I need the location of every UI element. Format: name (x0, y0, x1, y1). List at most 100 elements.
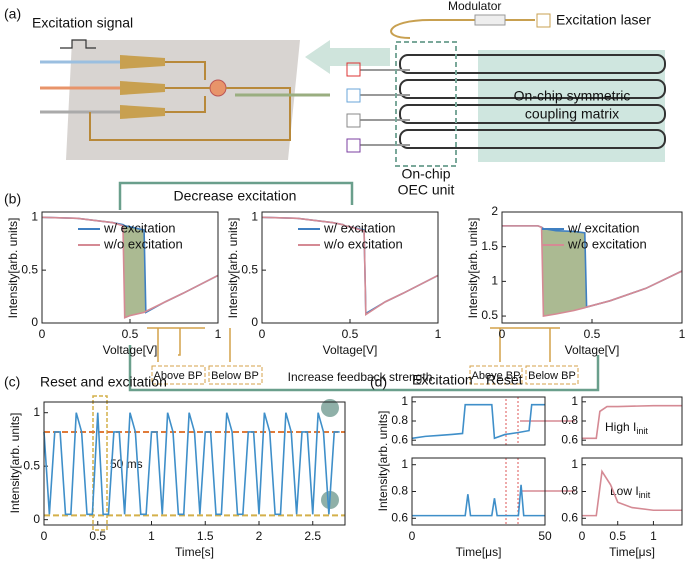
x-tick-label: 1 (215, 327, 222, 341)
shaded-region (502, 225, 682, 317)
neurons (120, 55, 165, 119)
y-tick-label: 0.6 (391, 432, 408, 446)
bp-box (151, 365, 206, 385)
detector (346, 138, 361, 153)
x-tick-label: 0 (579, 529, 586, 543)
plot-frame (43, 401, 346, 526)
arrow (118, 181, 354, 210)
chip-plate (66, 40, 300, 160)
y-tick-label: 0.8 (391, 413, 408, 427)
legend-label: w/o excitation (567, 236, 647, 251)
plot-frame (581, 396, 683, 446)
y-tick-label: 0.6 (561, 432, 578, 446)
y-tick-label: 0 (31, 315, 38, 329)
panel-a-diagram: (a) Excitation signal Modulator Excitati… (4, 0, 666, 198)
legend-label: w/ excitation (567, 220, 640, 235)
detector (346, 113, 361, 128)
label: Reset (486, 372, 523, 388)
panel-label: (b) (4, 191, 21, 207)
zoom-arrow (520, 420, 575, 492)
data-line (582, 404, 682, 440)
detector (346, 88, 361, 103)
y-tick-label: 0.5 (21, 262, 38, 276)
label: Above BP (472, 370, 521, 382)
bp-arrows (147, 327, 560, 362)
x-axis-label: Voltage[V] (323, 343, 378, 357)
label: coupling matrix (525, 106, 619, 122)
label: Modulator (448, 0, 501, 13)
bp-box (469, 365, 523, 385)
data-line (502, 225, 683, 318)
label: Excitation laser (556, 12, 651, 28)
x-tick-label: 1 (148, 529, 155, 543)
panel-label: (c) (4, 374, 20, 390)
label: Below BP (211, 370, 259, 382)
y-tick-label: 0.8 (391, 484, 408, 498)
oec-box (395, 41, 457, 167)
legend-label: w/o excitation (103, 236, 183, 251)
x-tick-label: 0 (259, 327, 266, 341)
annotation-text: High I (605, 420, 636, 434)
label: Above BP (154, 370, 203, 382)
x-axis-label: Time[μs] (609, 545, 655, 559)
label: OEC unit (398, 182, 455, 198)
pulse-icon (60, 39, 96, 49)
label: Excitation (412, 372, 473, 388)
label: Excitation signal (32, 15, 133, 31)
plot-frame (411, 457, 546, 526)
x-tick-label: 1 (679, 327, 685, 341)
annotation: Low Iinit (610, 484, 651, 500)
x-tick-label: 0.5 (89, 529, 106, 543)
panel-b-annotations: (b) Decrease excitation Increase feedbac… (4, 181, 600, 392)
x-axis-label: Time[s] (175, 545, 214, 559)
node (209, 79, 227, 97)
y-tick-label: 1 (571, 394, 578, 408)
label: Reset and excitation (40, 374, 167, 390)
y-tick-label: 1 (31, 209, 38, 223)
modulator-box (474, 14, 506, 26)
highlight-box (92, 395, 108, 531)
x-tick-label: 1 (650, 529, 657, 543)
shaded-region (42, 217, 218, 318)
x-tick-label: 0 (499, 327, 506, 341)
x-tick-label: 50 (538, 529, 552, 543)
y-tick-label: 0.5 (241, 262, 258, 276)
data-line (411, 403, 545, 440)
data-line (582, 469, 682, 517)
ball-icon (321, 399, 339, 417)
label: On-chip symmetric (514, 88, 631, 104)
y-axis-label: Intensity[arb. units] (8, 413, 22, 514)
y-axis-label: Intensity[arb. units] (376, 411, 390, 512)
x-tick-label: 2.5 (304, 529, 321, 543)
y-tick-label: 1 (401, 457, 408, 471)
plot-frame (501, 211, 683, 324)
plot-frame (581, 457, 683, 526)
annotation-sub: init (639, 490, 651, 500)
plot-frame (411, 396, 546, 446)
x-tick-label: 0.5 (584, 327, 601, 341)
annotation-sub: init (636, 426, 648, 436)
x-tick-label: 1 (435, 327, 442, 341)
plot-frame (261, 211, 439, 324)
y-tick-label: 0 (33, 512, 40, 526)
y-tick-label: 0.8 (561, 413, 578, 427)
panel-label: (d) (370, 374, 387, 390)
x-axis-label: Voltage[V] (565, 343, 620, 357)
annotation: High Iinit (605, 420, 648, 436)
detector-lines (360, 69, 410, 146)
y-axis-label: Intensity[arb. units] (226, 218, 240, 319)
y-tick-label: 0 (251, 315, 258, 329)
legend-label: w/ excitation (323, 220, 396, 235)
label: Decrease excitation (174, 188, 297, 204)
big-arrow (305, 40, 390, 74)
x-axis-label: Voltage[V] (103, 343, 158, 357)
arrow (128, 345, 600, 392)
y-tick-label: 1.5 (481, 239, 498, 253)
detector (346, 62, 361, 77)
data-line (412, 484, 545, 517)
x-tick-label: 0.5 (122, 327, 139, 341)
wiring (89, 61, 291, 141)
plot-frame (41, 211, 219, 324)
y-tick-label: 0.5 (481, 308, 498, 322)
